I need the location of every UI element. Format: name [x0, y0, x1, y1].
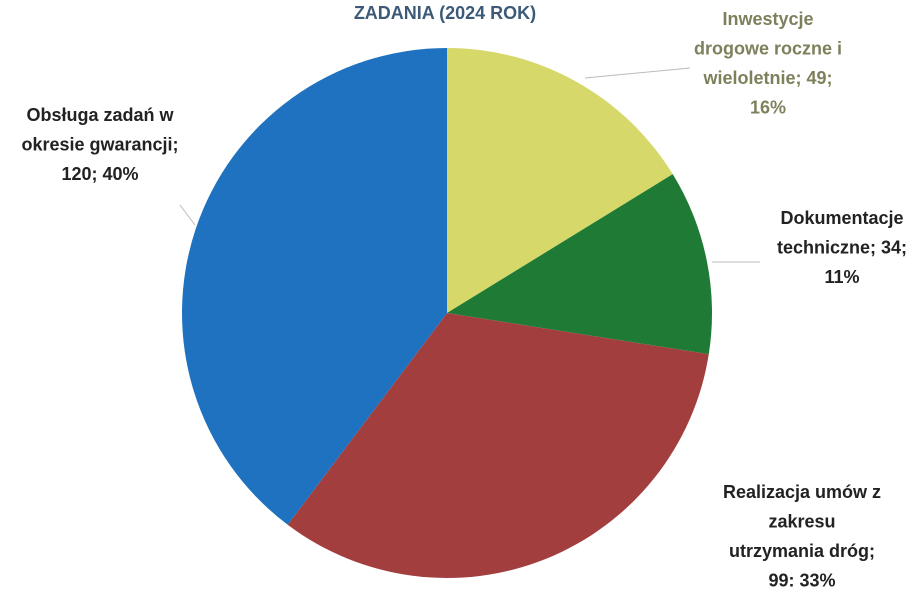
data-label: 99: 33%: [768, 570, 835, 590]
data-label: Obsługa zadań w: [26, 105, 174, 125]
pie-slice: [182, 48, 447, 525]
data-label: Inwestycje: [722, 9, 813, 29]
data-label: utrzymania dróg;: [729, 541, 875, 561]
pie-slice: [287, 313, 709, 578]
pie-slice: [447, 48, 673, 313]
data-label: techniczne; 34;: [777, 237, 907, 257]
data-label: 16%: [750, 97, 786, 117]
leader-line: [584, 67, 691, 79]
data-label: okresie gwarancji;: [21, 134, 178, 154]
data-label: 11%: [824, 267, 859, 287]
chart-title: ZADANIA (2024 ROK): [354, 3, 536, 23]
data-label: wieloletnie; 49;: [702, 68, 832, 88]
leader-line: [179, 204, 196, 226]
pie-slice: [447, 174, 712, 355]
data-label: drogowe roczne i: [694, 38, 842, 58]
data-label: zakresu: [768, 511, 835, 531]
data-label: Dokumentacje: [780, 208, 903, 228]
data-label: 120; 40%: [61, 164, 138, 184]
data-label: Realizacja umów z: [723, 482, 881, 502]
